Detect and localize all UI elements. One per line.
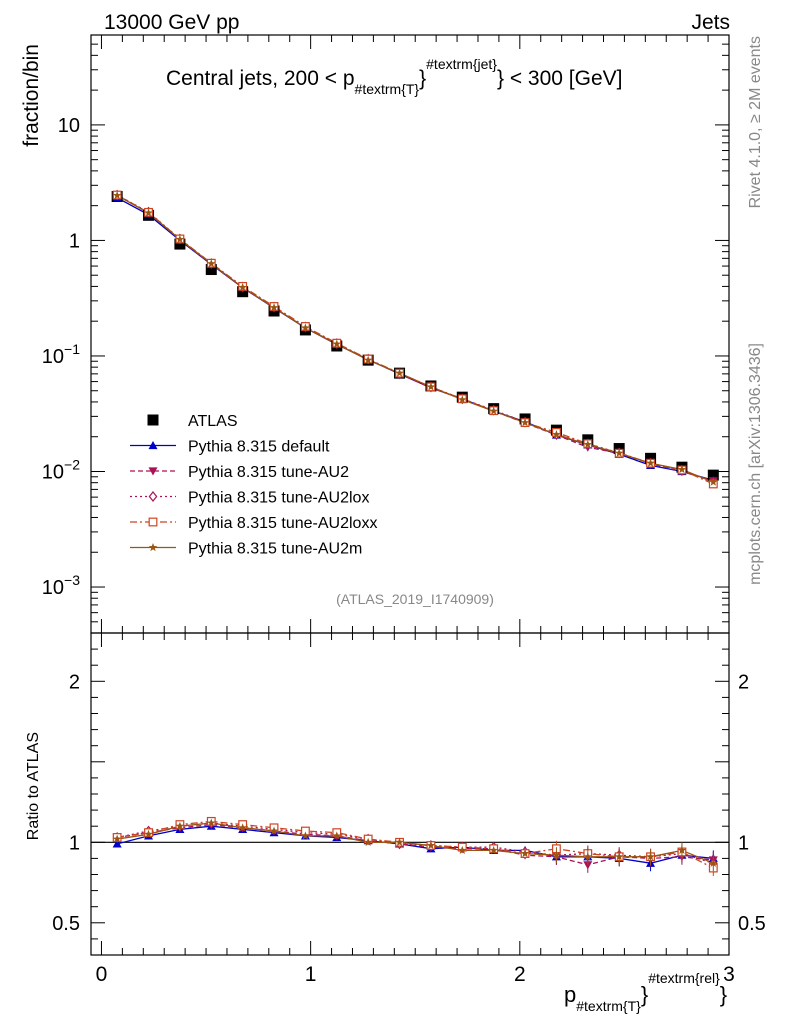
header-right: Jets — [691, 11, 730, 34]
ratio-point-pythia-8-315-tune-au2m — [458, 845, 467, 854]
legend-marker — [148, 517, 158, 527]
point-pythia-8-315-tune-au2m — [301, 323, 310, 332]
ratio-point-pythia-8-315-tune-au2m — [269, 826, 279, 835]
ratio-point-pythia-8-315-tune-au2m — [332, 831, 342, 840]
y-axis-label-ratio: Ratio to ATLAS — [25, 732, 42, 840]
ratio-frame — [90, 632, 730, 956]
ratio-point-pythia-8-315-tune-au2m — [426, 841, 436, 850]
ratio-point-pythia-8-315-tune-au2m — [363, 837, 373, 846]
ratio-series-layer — [112, 816, 718, 877]
rivet-label: Rivet 4.1.0, ≥ 2M events — [747, 36, 764, 208]
point-pythia-8-315-tune-au2m — [395, 368, 404, 377]
point-pythia-8-315-tune-au2m — [614, 448, 624, 457]
ratio-point-pythia-8-315-default — [112, 839, 122, 848]
ratio-point-pythia-8-315-tune-au2m — [709, 858, 718, 867]
point-pythia-8-315-tune-au2m — [489, 406, 498, 415]
point-pythia-8-315-tune-au2m — [207, 259, 216, 268]
y-axis-label-top: fraction/bin — [20, 44, 43, 147]
axis-ticks: 0 1 2 3 10 1 10−1 10−2 10−3 2 2 1 1 0.5 0.5 — [42, 34, 766, 986]
legend-marker — [147, 414, 159, 426]
y-tick-label-ratio-right: 1 — [738, 832, 749, 854]
ratio-point-pythia-8-315-tune-au2m — [144, 829, 153, 838]
title-post: < 300 [GeV] — [504, 67, 623, 90]
x-tick-label: 2 — [514, 963, 526, 986]
ratio-point-pythia-8-315-tune-au2m — [646, 852, 655, 861]
point-pythia-8-315-tune-au2m — [552, 430, 561, 439]
xlabel-main: p — [564, 982, 576, 1007]
ratio-point-pythia-8-315-tune-au2m — [614, 852, 624, 861]
point-pythia-8-315-tune-au2m — [646, 458, 655, 467]
top-series-layer — [111, 189, 719, 489]
ratio-point-pythia-8-315-tune-au2m — [552, 850, 561, 859]
point-pythia-8-315-tune-au2m — [426, 382, 436, 391]
ratio-point-pythia-8-315-tune-au2 — [583, 861, 593, 870]
ratio-line-pythia-8-315-tune-au2m — [117, 822, 714, 864]
ratio-point-pythia-8-315-tune-au2m — [175, 821, 185, 830]
legend-label: ATLAS — [188, 413, 238, 430]
y-tick-label-ratio: 2 — [69, 671, 80, 693]
ratio-point-pythia-8-315-tune-au2m — [395, 837, 404, 846]
arxiv-label: mcplots.cern.ch [arXiv:1306.3436] — [747, 343, 764, 585]
ratio-point-pythia-8-315-tune-au2m — [677, 845, 687, 854]
y-tick-label-ratio: 0.5 — [52, 913, 80, 935]
x-axis-label: p#textrm{T}}#textrm{rel}} — [564, 970, 727, 1014]
ratio-point-pythia-8-315-tune-au2m — [112, 834, 122, 843]
legend-marker — [148, 543, 158, 552]
y-tick-label-ratio-right: 2 — [738, 671, 749, 693]
xlabel-sub: #textrm{T} — [576, 998, 641, 1014]
header-left: 13000 GeV pp — [104, 11, 239, 34]
analysis-label: (ATLAS_2019_I1740909) — [336, 591, 494, 607]
point-pythia-8-315-tune-au2m — [363, 355, 373, 364]
ratio-line-pythia-8-315-default — [116, 825, 714, 864]
point-pythia-8-315-tune-au2m — [112, 190, 122, 200]
point-pythia-8-315-tune-au2m — [175, 234, 185, 244]
legend-marker — [148, 491, 158, 502]
point-pythia-8-315-tune-au2m — [520, 418, 530, 427]
atlas-point — [205, 264, 217, 276]
x-tick-label: 0 — [96, 963, 108, 986]
point-pythia-8-315-tune-au2m — [709, 477, 718, 486]
ratio-point-pythia-8-315-tune-au2m — [520, 849, 530, 858]
y-tick-label-top: 10−3 — [42, 572, 80, 599]
legend-marker — [148, 467, 158, 476]
x-tick-label: 3 — [723, 963, 735, 986]
y-tick-label-top: 1 — [69, 230, 80, 252]
point-pythia-8-315-tune-au2m — [269, 303, 279, 312]
y-tick-label-ratio: 1 — [69, 832, 80, 854]
title-sub: #textrm{T} — [355, 81, 420, 97]
ratio-point-pythia-8-315-tune-au2m — [489, 845, 498, 854]
title-sup: #textrm{jet} — [426, 56, 497, 72]
legend: ATLAS Pythia 8.315 default Pythia 8.315 tu… — [130, 413, 377, 558]
y-tick-label-ratio-right: 0.5 — [738, 913, 766, 935]
top-frame — [90, 34, 730, 634]
point-pythia-8-315-tune-au2m — [677, 465, 687, 474]
x-tick-label: 1 — [305, 963, 317, 986]
y-tick-label-top: 10−2 — [42, 456, 80, 483]
legend-label: Pythia 8.315 default — [188, 439, 330, 456]
chart-title: Central jets, 200 < p#textrm{T}}#textrm{… — [166, 56, 622, 97]
point-pythia-8-315-tune-au2m — [583, 440, 593, 449]
point-pythia-8-315-tune-au2m — [144, 208, 153, 217]
y-tick-label-top: 10 — [58, 115, 80, 137]
legend-label: Pythia 8.315 tune-AU2m — [188, 541, 362, 558]
point-pythia-8-315-tune-au2m — [332, 339, 342, 348]
title-pre: Central jets, 200 < p — [166, 67, 355, 90]
ratio-point-pythia-8-315-tune-au2m — [238, 823, 247, 832]
legend-marker — [148, 441, 158, 450]
ratio-point-pythia-8-315-tune-au2m — [583, 852, 593, 861]
xlabel-sup: #textrm{rel} — [648, 970, 720, 986]
y-tick-label-top: 10−1 — [42, 341, 80, 368]
point-pythia-8-315-tune-au2m — [458, 395, 467, 404]
point-pythia-8-315-tune-au2m — [238, 282, 247, 292]
legend-label: Pythia 8.315 tune-AU2 — [188, 464, 349, 481]
atlas-point — [707, 469, 719, 481]
legend-label: Pythia 8.315 tune-AU2loxx — [188, 515, 377, 532]
ratio-line-pythia-8-315-tune-au2 — [116, 823, 714, 866]
ratio-point-pythia-8-315-tune-au2m — [207, 818, 216, 827]
legend-label: Pythia 8.315 tune-AU2lox — [188, 490, 369, 507]
ratio-point-pythia-8-315-tune-au2m — [301, 831, 310, 840]
